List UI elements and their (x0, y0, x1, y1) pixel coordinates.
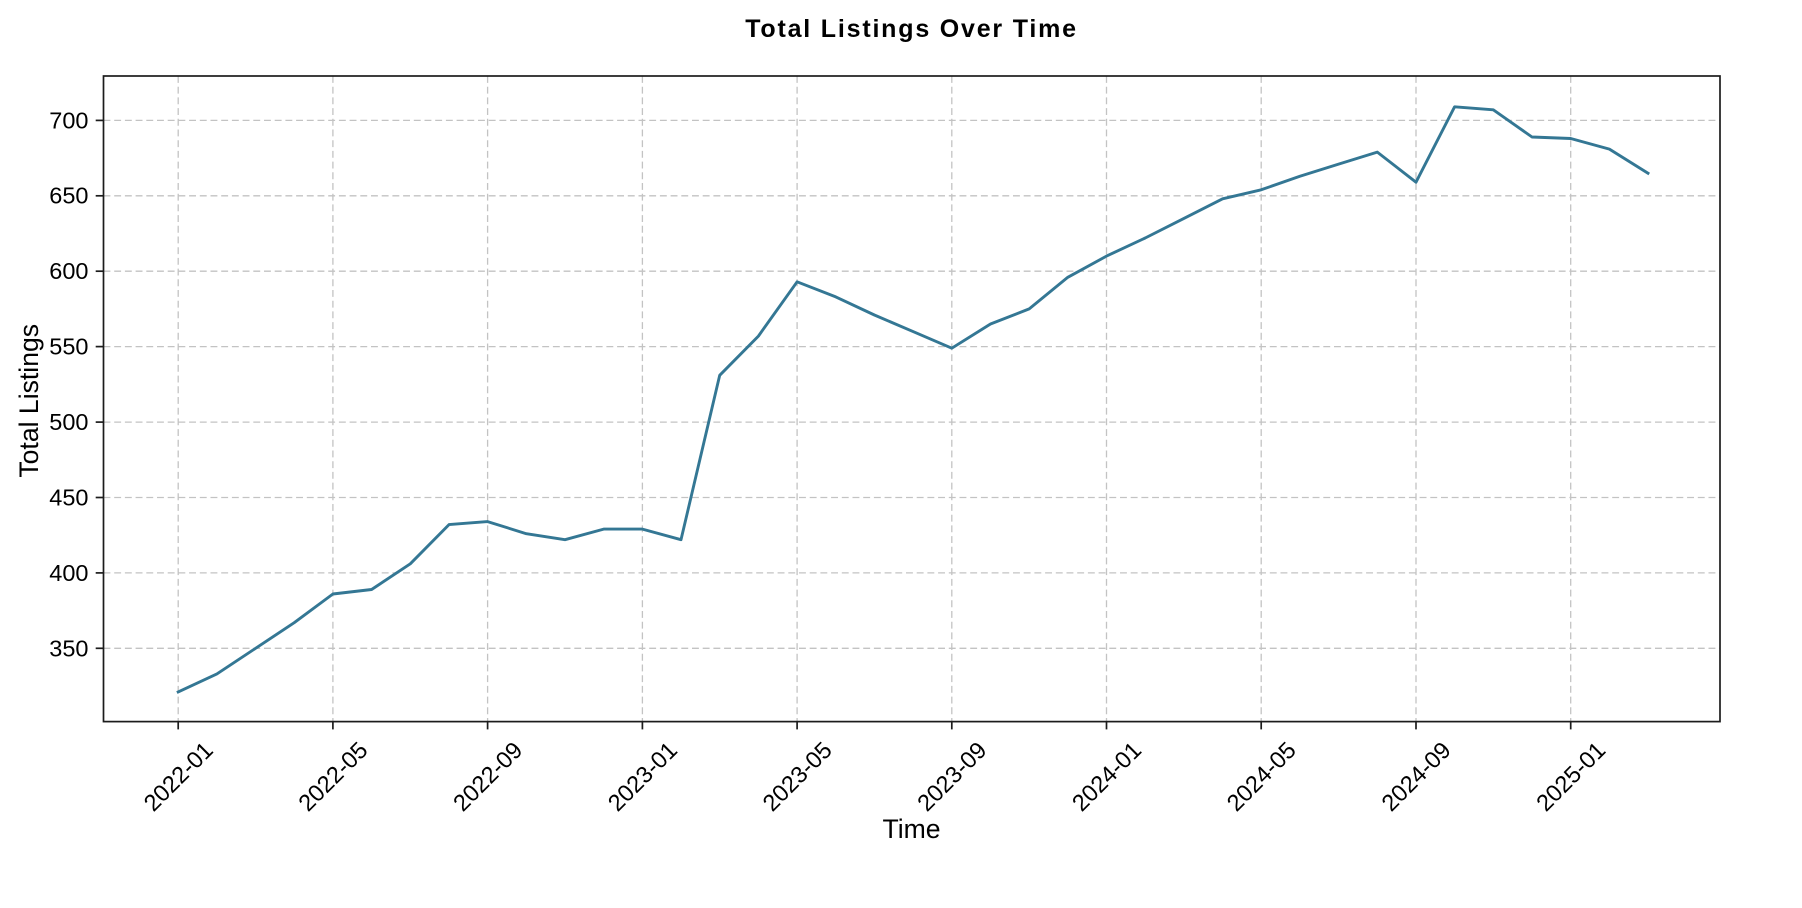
svg-text:550: 550 (49, 334, 88, 360)
svg-text:Time: Time (882, 814, 940, 844)
svg-text:650: 650 (49, 183, 88, 209)
svg-text:400: 400 (49, 560, 88, 586)
svg-text:Total Listings: Total Listings (14, 324, 44, 478)
svg-text:450: 450 (49, 484, 88, 510)
svg-text:Total Listings Over Time: Total Listings Over Time (745, 15, 1078, 43)
svg-text:700: 700 (49, 107, 88, 133)
svg-text:350: 350 (49, 635, 88, 661)
svg-text:600: 600 (49, 258, 88, 284)
svg-text:500: 500 (49, 409, 88, 435)
